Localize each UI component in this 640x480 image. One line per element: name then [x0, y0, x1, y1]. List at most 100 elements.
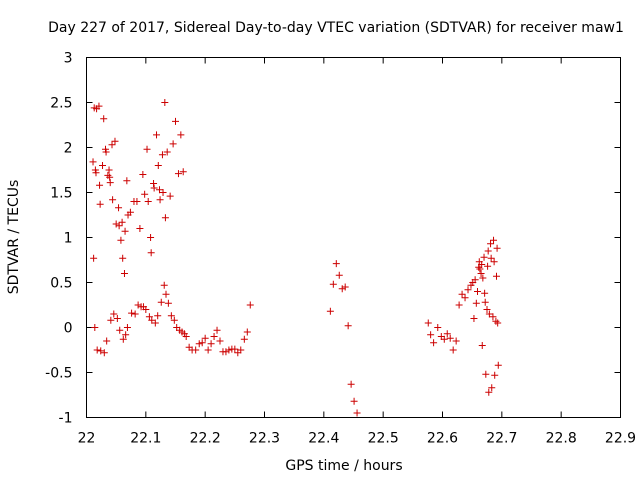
data-point — [170, 316, 178, 324]
x-tick-label: 22.1 — [130, 431, 161, 447]
data-point — [225, 346, 233, 354]
data-point — [350, 397, 358, 405]
data-point — [106, 173, 114, 181]
data-point — [162, 290, 170, 298]
data-point — [449, 346, 457, 354]
y-axis-ticks: -1 -0.5 0 0.5 1 1.5 2 2.5 3 — [45, 51, 621, 427]
data-point — [476, 265, 484, 273]
x-tick-label: 22.7 — [486, 431, 517, 447]
x-tick-label: 22.6 — [427, 431, 458, 447]
data-point — [440, 335, 448, 343]
y-tick-label: 3 — [64, 51, 73, 67]
data-point — [158, 151, 166, 159]
data-point — [490, 258, 498, 266]
data-point — [144, 198, 152, 205]
y-axis-label: SDTVAR / TECUs — [6, 180, 22, 295]
data-point — [111, 137, 119, 145]
data-point — [115, 204, 123, 212]
data-point — [96, 200, 104, 208]
data-point — [97, 347, 105, 355]
data-point — [160, 281, 168, 289]
data-point — [92, 169, 100, 177]
data-point — [494, 319, 502, 327]
data-point — [192, 346, 200, 354]
data-point — [482, 370, 490, 378]
data-point — [493, 244, 501, 252]
data-point — [164, 299, 172, 307]
y-tick-label: 0 — [64, 321, 73, 337]
data-point — [119, 254, 127, 262]
data-point — [198, 339, 206, 347]
data-point — [122, 331, 130, 339]
data-point — [141, 190, 149, 198]
data-point — [150, 180, 158, 187]
data-point — [161, 214, 169, 222]
data-point — [485, 310, 493, 318]
data-point — [177, 131, 185, 139]
data-point — [106, 179, 114, 187]
data-point — [335, 271, 343, 279]
data-point — [100, 349, 108, 357]
data-point — [161, 99, 169, 106]
data-point — [332, 260, 340, 268]
data-points — [89, 99, 502, 417]
data-point — [427, 331, 435, 339]
data-point — [481, 298, 489, 306]
data-point — [246, 301, 254, 309]
data-point — [134, 301, 142, 309]
data-point — [116, 326, 124, 334]
data-point — [326, 307, 334, 315]
y-tick-label: 2 — [64, 141, 73, 157]
data-point — [119, 335, 127, 343]
data-point — [490, 236, 498, 244]
data-point — [120, 270, 128, 277]
data-point — [237, 346, 245, 354]
data-point — [96, 181, 104, 189]
data-point — [123, 177, 131, 185]
data-point — [480, 253, 488, 261]
x-tick-label: 22.3 — [249, 431, 280, 447]
data-point — [126, 208, 134, 216]
data-point — [121, 227, 129, 235]
data-point — [142, 306, 150, 313]
data-point — [452, 337, 460, 345]
data-point — [213, 326, 221, 334]
data-point — [481, 289, 489, 297]
data-point — [488, 384, 496, 392]
data-point — [159, 189, 167, 196]
data-point — [107, 316, 115, 324]
data-point — [145, 313, 153, 321]
data-point — [139, 171, 147, 178]
data-point — [483, 306, 491, 313]
x-tick-label: 22.2 — [190, 431, 221, 447]
data-point — [492, 317, 500, 325]
data-point — [156, 196, 164, 204]
data-point — [174, 170, 182, 178]
x-tick-label: 22.8 — [546, 431, 577, 447]
data-point — [329, 280, 337, 288]
data-point — [89, 158, 97, 166]
data-point — [133, 198, 141, 205]
data-point — [117, 236, 125, 244]
data-point — [182, 333, 190, 340]
data-point — [443, 330, 451, 338]
data-point — [484, 247, 492, 255]
data-point — [344, 322, 352, 330]
data-point — [341, 283, 349, 291]
data-point — [169, 140, 177, 148]
x-axis-ticks: 22 22.1 22.2 22.3 22.4 22.5 22.6 22.7 22.8 22.9 — [78, 57, 636, 447]
data-point — [128, 309, 136, 317]
data-point — [112, 220, 120, 228]
data-point — [489, 313, 497, 321]
y-tick-label: -0.5 — [45, 366, 72, 382]
data-point — [102, 148, 110, 156]
data-point — [338, 285, 346, 293]
x-tick-label: 22.9 — [605, 431, 636, 447]
data-point — [147, 249, 155, 257]
data-point — [455, 301, 463, 309]
y-tick-label: 1.5 — [50, 186, 72, 202]
y-tick-label: -1 — [59, 411, 73, 427]
data-point — [103, 337, 111, 345]
data-point — [167, 312, 175, 320]
y-tick-label: 2.5 — [50, 96, 72, 112]
